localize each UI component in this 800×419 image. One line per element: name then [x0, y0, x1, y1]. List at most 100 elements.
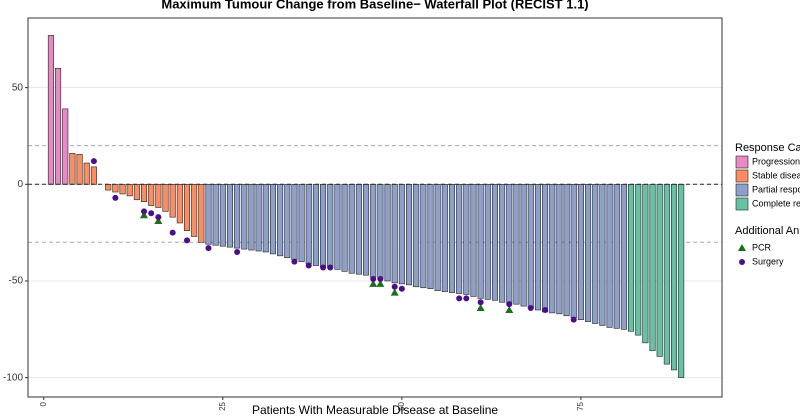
bar — [148, 183, 155, 206]
annotation-point — [390, 288, 399, 296]
bar — [183, 183, 191, 232]
bar — [298, 183, 305, 262]
bar — [176, 183, 183, 224]
bar — [284, 183, 291, 259]
bar — [577, 183, 584, 320]
annotation-point — [570, 316, 577, 323]
annotation-point — [154, 217, 163, 225]
annotation-point — [205, 245, 212, 252]
annotation-point — [148, 210, 155, 217]
annotation-point — [155, 214, 162, 221]
bar — [126, 183, 133, 197]
bar — [370, 183, 377, 278]
bar — [341, 183, 348, 272]
bar — [642, 183, 649, 344]
bar — [592, 183, 599, 324]
bar — [105, 183, 112, 191]
bar — [76, 154, 83, 185]
bar — [384, 183, 391, 282]
bar — [613, 183, 620, 329]
legend-key — [735, 197, 749, 211]
annotation-point — [463, 295, 470, 302]
annotation-point — [527, 305, 534, 312]
bar — [499, 183, 506, 303]
bar — [635, 183, 642, 336]
bar — [427, 183, 434, 290]
bar — [320, 183, 327, 267]
annotation-point — [112, 194, 119, 201]
bar — [549, 183, 556, 314]
bar — [620, 183, 627, 330]
annotation-point — [370, 276, 377, 283]
bar — [563, 183, 570, 317]
bar — [448, 183, 456, 293]
bar — [305, 183, 312, 264]
x-tick-label: 25 — [218, 401, 227, 410]
bar — [348, 183, 355, 274]
bar — [255, 183, 262, 252]
bar — [262, 183, 269, 253]
legend-key — [735, 169, 749, 183]
bar — [141, 183, 148, 202]
annotation-point — [477, 299, 484, 306]
bar — [198, 183, 205, 243]
x-tick-label: 50 — [397, 401, 406, 410]
bar — [420, 183, 427, 289]
bar — [241, 183, 248, 250]
bar — [477, 183, 484, 299]
y-tick-label: 50 — [12, 82, 24, 93]
bar — [570, 183, 577, 319]
bar — [312, 183, 319, 266]
annotation-point — [391, 283, 398, 290]
bar — [327, 183, 334, 268]
annotation-point — [476, 304, 485, 312]
bar — [133, 183, 140, 201]
bar — [119, 183, 126, 195]
x-axis-title: Patients With Measurable Disease at Base… — [252, 403, 498, 417]
annotation-point — [456, 295, 463, 302]
annotation-point — [369, 279, 378, 287]
annotation-point — [90, 158, 97, 165]
bar — [463, 183, 470, 295]
bar — [585, 183, 592, 322]
bar — [513, 183, 520, 305]
bar — [55, 67, 62, 185]
x-tick-label: 0 — [39, 401, 48, 406]
legend-marker — [739, 259, 745, 265]
bar — [649, 183, 656, 351]
bar — [628, 183, 635, 332]
annotation-point — [140, 211, 149, 219]
bar — [162, 183, 169, 212]
bar — [391, 183, 398, 284]
bar — [248, 183, 255, 251]
bar — [434, 183, 441, 291]
bar — [542, 183, 549, 313]
bar — [441, 183, 448, 292]
legend-label: Progression — [752, 156, 800, 166]
bar — [363, 183, 370, 276]
bar — [606, 183, 613, 328]
bar — [656, 183, 663, 357]
legend-title: Response Category — [735, 142, 800, 154]
annotation-point — [376, 279, 385, 287]
bar — [334, 183, 341, 270]
bar — [678, 183, 685, 378]
bar — [377, 183, 384, 280]
annotation-point — [320, 264, 327, 271]
annotation-point — [398, 285, 405, 292]
bar — [62, 108, 69, 185]
bar — [413, 183, 420, 288]
legend-label: Stable disease — [752, 170, 800, 180]
bar — [155, 183, 162, 208]
bar — [663, 183, 670, 365]
bar — [169, 183, 176, 218]
annotation-point — [169, 229, 176, 236]
y-tick-label: -50 — [9, 276, 24, 287]
bar — [219, 183, 226, 247]
bar — [90, 166, 97, 185]
legend-label: Surgery — [752, 256, 784, 266]
chart-title: Maximum Tumour Change from Baseline− Wat… — [161, 0, 588, 11]
bar — [83, 162, 90, 185]
annotation-point — [305, 262, 312, 269]
bar — [277, 183, 284, 257]
